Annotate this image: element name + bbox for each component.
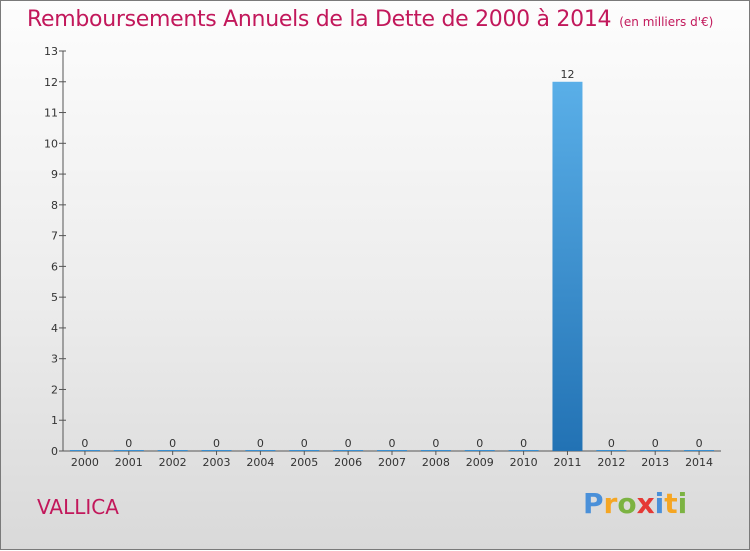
y-tick-label: 4	[51, 322, 58, 335]
bar	[552, 81, 583, 452]
logo-letter: i	[677, 487, 688, 520]
logo-letter: x	[636, 487, 655, 520]
data-label: 0	[608, 437, 615, 450]
x-tick-label: 2001	[115, 456, 143, 469]
data-label: 0	[389, 437, 396, 450]
data-label: 0	[345, 437, 352, 450]
bars	[69, 81, 715, 452]
logo-letter: r	[603, 487, 618, 520]
x-tick-label: 2006	[334, 456, 362, 469]
bar	[333, 450, 364, 451]
bar	[69, 450, 100, 451]
x-tick-label: 2009	[466, 456, 494, 469]
y-tick-label: 1	[51, 414, 58, 427]
data-label: 0	[125, 437, 132, 450]
data-label: 0	[520, 437, 527, 450]
y-tick-label: 7	[51, 230, 58, 243]
bar	[245, 450, 276, 451]
x-tick-label: 2002	[159, 456, 187, 469]
y-tick-label: 0	[51, 445, 58, 458]
bar	[157, 450, 188, 451]
bar	[377, 450, 407, 451]
chart-title: Remboursements Annuels de la Dette de 20…	[27, 7, 713, 32]
data-label: 0	[476, 437, 483, 450]
x-tick-label: 2008	[422, 456, 450, 469]
bar	[201, 450, 232, 451]
labels: 2000 0 2001 0 2002 0 2003 0 2004 0 2005 0 2006 0 2007 0…	[71, 68, 713, 469]
y-tick-label: 11	[44, 107, 58, 120]
logo-letter: t	[664, 487, 678, 520]
y-tick-label: 12	[44, 76, 58, 89]
y-tick-label: 10	[44, 137, 58, 150]
bar	[508, 450, 539, 451]
logo-letter: P	[583, 487, 604, 520]
x-tick-label: 2012	[597, 456, 625, 469]
data-label: 0	[213, 437, 220, 450]
y-tick-label: 3	[51, 353, 58, 366]
y-tick-label: 2	[51, 383, 58, 396]
bar	[420, 450, 451, 451]
unit-note: (en milliers d'€)	[619, 15, 714, 29]
bar	[640, 450, 671, 451]
logo-letter: i	[654, 487, 665, 520]
data-label: 0	[257, 437, 264, 450]
data-label: 0	[696, 437, 703, 450]
x-tick-label: 2014	[685, 456, 713, 469]
x-tick-label: 2004	[246, 456, 274, 469]
data-label: 0	[652, 437, 659, 450]
bar	[596, 450, 627, 451]
bar	[289, 450, 320, 451]
x-tick-label: 2013	[641, 456, 669, 469]
y-tick-label: 13	[44, 45, 58, 58]
y-tick-label: 8	[51, 199, 58, 212]
y-tick-label: 6	[51, 260, 58, 273]
x-tick-label: 2000	[71, 456, 99, 469]
proxiti-logo: Proxiti	[583, 487, 687, 520]
y-tick-label: 5	[51, 291, 58, 304]
y-tick-label: 9	[51, 168, 58, 181]
title-text: Remboursements Annuels de la Dette de 20…	[27, 7, 612, 32]
x-tick-label: 2011	[553, 456, 581, 469]
x-tick-label: 2010	[510, 456, 538, 469]
x-tick-label: 2007	[378, 456, 406, 469]
data-label: 0	[169, 437, 176, 450]
data-label: 0	[301, 437, 308, 450]
bar	[684, 450, 715, 451]
x-tick-label: 2005	[290, 456, 318, 469]
commune-name: VALLICA	[37, 495, 119, 519]
x-tick-label: 2003	[203, 456, 231, 469]
bar	[113, 450, 144, 451]
data-label: 0	[432, 437, 439, 450]
data-label: 0	[81, 437, 88, 450]
bar	[464, 450, 495, 451]
data-label: 12	[560, 68, 574, 81]
logo-letter: o	[617, 487, 637, 520]
